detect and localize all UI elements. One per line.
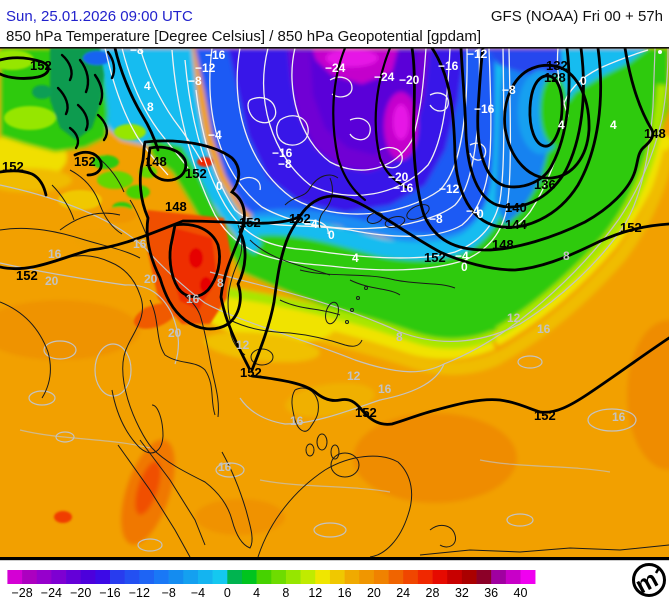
svg-text:40: 40 bbox=[514, 586, 528, 600]
svg-text:16: 16 bbox=[133, 237, 147, 251]
svg-text:132: 132 bbox=[546, 58, 568, 73]
svg-text:850 hPa Temperature [Degree Ce: 850 hPa Temperature [Degree Celsius] / 8… bbox=[6, 28, 481, 45]
svg-text:8: 8 bbox=[217, 276, 224, 290]
svg-text:24: 24 bbox=[396, 586, 410, 600]
svg-text:152: 152 bbox=[16, 268, 38, 283]
svg-text:−8: −8 bbox=[429, 212, 443, 226]
svg-text:−8: −8 bbox=[188, 74, 202, 88]
svg-text:12: 12 bbox=[347, 369, 361, 383]
svg-text:−4: −4 bbox=[455, 249, 469, 263]
svg-text:−12: −12 bbox=[129, 586, 150, 600]
svg-text:28: 28 bbox=[426, 586, 440, 600]
svg-text:0: 0 bbox=[328, 228, 335, 242]
svg-text:16: 16 bbox=[537, 322, 551, 336]
svg-text:8: 8 bbox=[282, 586, 289, 600]
svg-text:−24: −24 bbox=[325, 61, 346, 75]
svg-text:4: 4 bbox=[352, 251, 359, 265]
svg-text:8: 8 bbox=[563, 249, 570, 263]
svg-text:−24: −24 bbox=[41, 586, 62, 600]
svg-text:8: 8 bbox=[396, 330, 403, 344]
svg-text:−4: −4 bbox=[191, 586, 205, 600]
svg-text:12: 12 bbox=[236, 338, 250, 352]
svg-text:−16: −16 bbox=[438, 59, 459, 73]
svg-text:152: 152 bbox=[355, 405, 377, 420]
svg-text:−12: −12 bbox=[439, 182, 460, 196]
svg-text:0: 0 bbox=[580, 74, 587, 88]
svg-text:Sun, 25.01.2026 09:00 UTC: Sun, 25.01.2026 09:00 UTC bbox=[6, 8, 193, 25]
svg-text:4: 4 bbox=[558, 118, 565, 132]
svg-text:−24: −24 bbox=[374, 70, 395, 84]
svg-text:0: 0 bbox=[216, 179, 223, 193]
svg-text:16: 16 bbox=[338, 586, 352, 600]
svg-text:20: 20 bbox=[168, 326, 182, 340]
svg-text:−20: −20 bbox=[388, 170, 409, 184]
svg-text:152: 152 bbox=[74, 154, 96, 169]
svg-text:16: 16 bbox=[612, 410, 626, 424]
svg-text:16: 16 bbox=[48, 247, 62, 261]
svg-text:152: 152 bbox=[424, 250, 446, 265]
svg-text:−16: −16 bbox=[272, 146, 293, 160]
svg-text:152: 152 bbox=[620, 220, 642, 235]
svg-text:20: 20 bbox=[45, 274, 59, 288]
svg-text:0: 0 bbox=[461, 260, 468, 274]
svg-text:148: 148 bbox=[145, 154, 167, 169]
svg-text:GFS (NOAA) Fri 00 + 57h: GFS (NOAA) Fri 00 + 57h bbox=[491, 8, 663, 25]
svg-text:−16: −16 bbox=[393, 181, 414, 195]
svg-text:−8: −8 bbox=[502, 83, 516, 97]
svg-text:12: 12 bbox=[507, 311, 521, 325]
svg-text:−20: −20 bbox=[70, 586, 91, 600]
svg-text:128: 128 bbox=[544, 70, 566, 85]
svg-text:148: 148 bbox=[165, 199, 187, 214]
svg-text:136: 136 bbox=[534, 177, 556, 192]
svg-text:4: 4 bbox=[253, 586, 260, 600]
svg-text:−4: −4 bbox=[304, 217, 318, 231]
svg-text:32: 32 bbox=[455, 586, 469, 600]
svg-text:152: 152 bbox=[2, 159, 24, 174]
svg-text:4: 4 bbox=[144, 79, 151, 93]
svg-text:−16: −16 bbox=[205, 48, 226, 62]
svg-text:−8: −8 bbox=[162, 586, 176, 600]
svg-text:144: 144 bbox=[505, 217, 527, 232]
svg-text:16: 16 bbox=[218, 460, 232, 474]
svg-text:16: 16 bbox=[186, 292, 200, 306]
svg-text:−8: −8 bbox=[130, 43, 144, 57]
svg-text:−16: −16 bbox=[99, 586, 120, 600]
svg-text:8: 8 bbox=[147, 100, 154, 114]
svg-text:152: 152 bbox=[239, 215, 261, 230]
svg-text:20: 20 bbox=[367, 586, 381, 600]
svg-text:−8: −8 bbox=[278, 157, 292, 171]
svg-text:152: 152 bbox=[30, 58, 52, 73]
svg-text:148: 148 bbox=[644, 126, 666, 141]
svg-text:−12: −12 bbox=[467, 47, 488, 61]
svg-text:152: 152 bbox=[534, 408, 556, 423]
svg-text:140: 140 bbox=[505, 200, 527, 215]
svg-text:4: 4 bbox=[610, 118, 617, 132]
svg-text:152: 152 bbox=[185, 166, 207, 181]
svg-text:−16: −16 bbox=[474, 102, 495, 116]
svg-text:0: 0 bbox=[224, 586, 231, 600]
svg-text:152: 152 bbox=[240, 365, 262, 380]
svg-text:−4: −4 bbox=[466, 204, 480, 218]
svg-text:148: 148 bbox=[492, 237, 514, 252]
svg-text:0: 0 bbox=[477, 207, 484, 221]
svg-text:16: 16 bbox=[378, 382, 392, 396]
svg-text:−28: −28 bbox=[11, 586, 32, 600]
svg-text:−4: −4 bbox=[208, 128, 222, 142]
svg-text:36: 36 bbox=[484, 586, 498, 600]
svg-text:152: 152 bbox=[289, 211, 311, 226]
svg-text:−12: −12 bbox=[195, 61, 216, 75]
svg-text:16: 16 bbox=[290, 414, 304, 428]
svg-text:−20: −20 bbox=[399, 73, 420, 87]
svg-text:12: 12 bbox=[308, 586, 322, 600]
svg-text:20: 20 bbox=[144, 272, 158, 286]
